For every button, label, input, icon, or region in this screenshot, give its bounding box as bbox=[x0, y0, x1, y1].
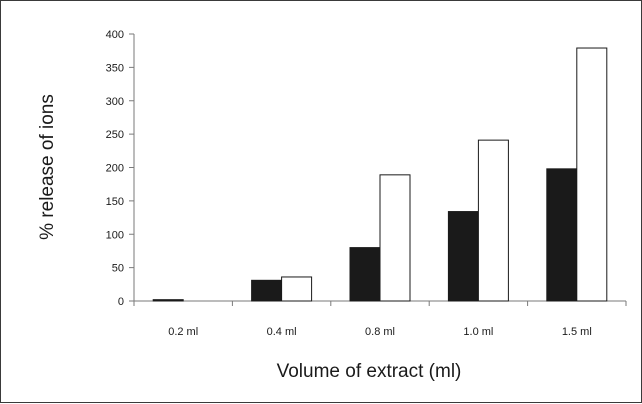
y-tick-label: 100 bbox=[106, 229, 124, 241]
bar-series-1-0-4-ml bbox=[251, 279, 283, 302]
y-tick-label: 400 bbox=[106, 29, 124, 41]
y-tick-label: 250 bbox=[106, 129, 124, 141]
y-tick-label: 300 bbox=[106, 96, 124, 108]
bar-series-2-1-0-ml bbox=[477, 139, 509, 302]
y-tick-label: 0 bbox=[118, 296, 124, 308]
bar-series-1-1-5-ml bbox=[546, 168, 578, 302]
y-tick-label: 200 bbox=[106, 163, 124, 175]
bar-series-1-0-2-ml bbox=[152, 299, 184, 302]
bar-series-2-1-5-ml bbox=[576, 47, 608, 302]
bars bbox=[152, 47, 608, 302]
bar-series-2-0-4-ml bbox=[281, 276, 313, 302]
bar-series-1-1-0-ml bbox=[447, 211, 479, 302]
y-tick-label: 150 bbox=[106, 196, 124, 208]
bar-series-2-0-8-ml bbox=[379, 174, 411, 302]
x-axis-title: Volume of extract (ml) bbox=[277, 361, 462, 382]
x-axis: 0.2 ml 0.4 ml 0.8 ml 1.0 ml 1.5 ml bbox=[133, 300, 627, 338]
x-tick-label: 1.5 ml bbox=[562, 326, 592, 338]
bar-series-1-0-8-ml bbox=[349, 247, 381, 302]
y-axis: 0 50 100 150 200 250 300 350 400 bbox=[106, 29, 135, 308]
y-tick-label: 50 bbox=[112, 263, 124, 275]
y-tick-label: 350 bbox=[106, 62, 124, 74]
x-tick-label: 0.8 ml bbox=[365, 326, 395, 338]
y-axis-title: % release of ions bbox=[37, 94, 58, 240]
x-tick-label: 0.2 ml bbox=[168, 326, 198, 338]
x-tick-label: 1.0 ml bbox=[463, 326, 493, 338]
x-tick-label: 0.4 ml bbox=[267, 326, 297, 338]
